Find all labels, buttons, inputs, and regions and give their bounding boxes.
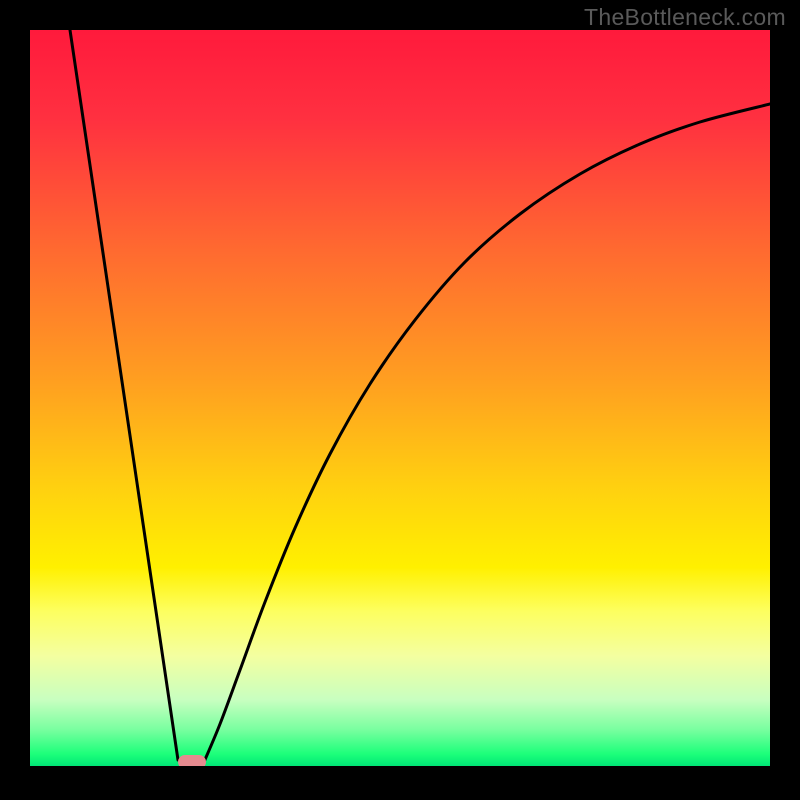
chart-container: TheBottleneck.com [0, 0, 800, 800]
watermark-text: TheBottleneck.com [584, 4, 786, 31]
plot-area [30, 30, 770, 766]
curve-layer [30, 30, 770, 766]
min-marker [178, 755, 206, 766]
